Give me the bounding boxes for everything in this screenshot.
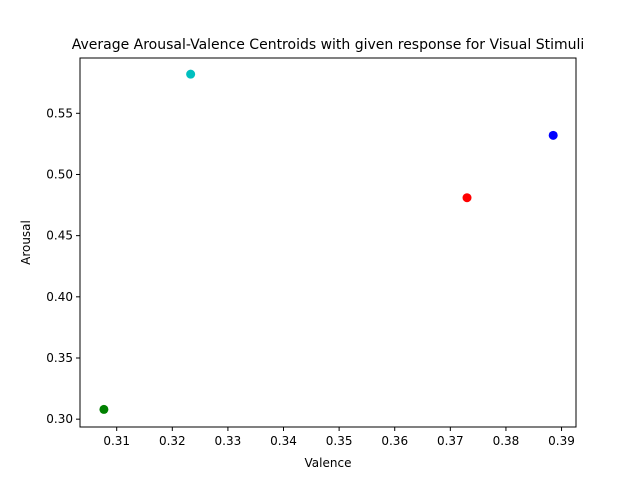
data-points <box>99 69 558 414</box>
y-tick-label: 0.35 <box>46 351 73 365</box>
x-tick-label: 0.31 <box>103 434 130 448</box>
x-axis-label: Valence <box>305 456 352 470</box>
x-axis: 0.31 0.32 0.33 0.34 0.35 0.36 0.37 0.38 0.39 <box>103 427 575 448</box>
x-tick-label: 0.32 <box>159 434 186 448</box>
y-tick-label: 0.30 <box>46 412 73 426</box>
x-tick-label: 0.33 <box>215 434 242 448</box>
x-tick-label: 0.34 <box>270 434 297 448</box>
chart-title: Average Arousal-Valence Centroids with g… <box>72 37 585 53</box>
y-axis-label: Arousal <box>19 220 33 265</box>
y-axis: 0.30 0.35 0.40 0.45 0.50 0.55 <box>46 106 80 426</box>
y-tick-label: 0.50 <box>46 167 73 181</box>
plot-frame <box>79 57 577 428</box>
x-tick-label: 0.37 <box>437 434 464 448</box>
scatter-point <box>186 69 196 79</box>
y-tick-label: 0.40 <box>46 290 73 304</box>
x-tick-label: 0.35 <box>326 434 353 448</box>
scatter-point <box>99 404 109 414</box>
scatter-point <box>462 193 472 203</box>
x-tick-label: 0.36 <box>381 434 408 448</box>
y-tick-label: 0.45 <box>46 229 73 243</box>
x-tick-label: 0.38 <box>493 434 520 448</box>
scatter-point <box>548 130 558 140</box>
x-tick-label: 0.39 <box>548 434 575 448</box>
y-tick-label: 0.55 <box>46 106 73 120</box>
